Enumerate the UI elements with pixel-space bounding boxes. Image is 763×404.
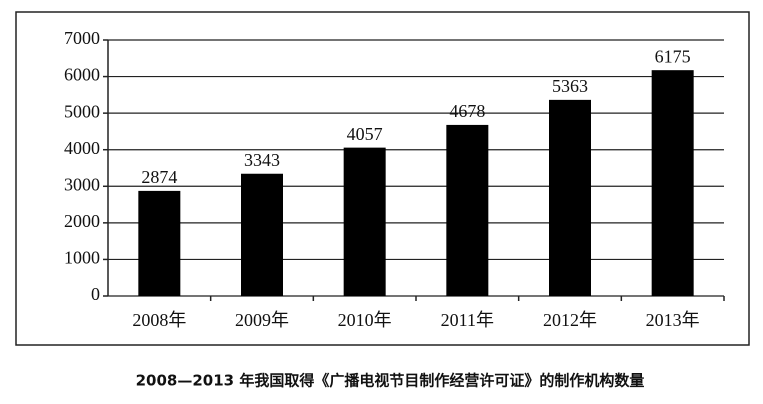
x-tick-label: 2012年: [543, 310, 597, 330]
chart-frame: [15, 11, 750, 346]
bar: [549, 99, 591, 296]
chart-caption: 2008—2013 年我国取得《广播电视节目制作经营许可证》的制作机构数量: [136, 372, 645, 390]
y-tick-label: 6000: [64, 65, 100, 85]
data-label: 2874: [141, 167, 177, 187]
data-label: 3343: [244, 150, 280, 170]
x-tick-label: 2008年: [132, 310, 186, 330]
y-tick-label: 0: [91, 284, 100, 304]
x-tick-label: 2010年: [338, 310, 392, 330]
data-label: 4678: [449, 101, 485, 121]
y-tick-label: 1000: [64, 248, 100, 268]
y-tick-label: 4000: [64, 138, 100, 158]
x-tick-label: 2009年: [235, 310, 289, 330]
y-tick-label: 2000: [64, 211, 100, 231]
y-tick-label: 5000: [64, 101, 100, 121]
x-tick-label: 2011年: [441, 310, 494, 330]
bar: [241, 173, 283, 296]
bar: [446, 124, 489, 296]
y-tick-label: 3000: [64, 174, 100, 194]
bar: [138, 190, 181, 296]
data-label: 4057: [347, 124, 383, 144]
bar: [343, 147, 386, 296]
x-tick-label: 2013年: [646, 310, 700, 330]
data-label: 5363: [552, 76, 588, 96]
y-tick-label: 7000: [64, 28, 100, 48]
data-label: 6175: [655, 46, 691, 66]
bar: [651, 70, 694, 297]
